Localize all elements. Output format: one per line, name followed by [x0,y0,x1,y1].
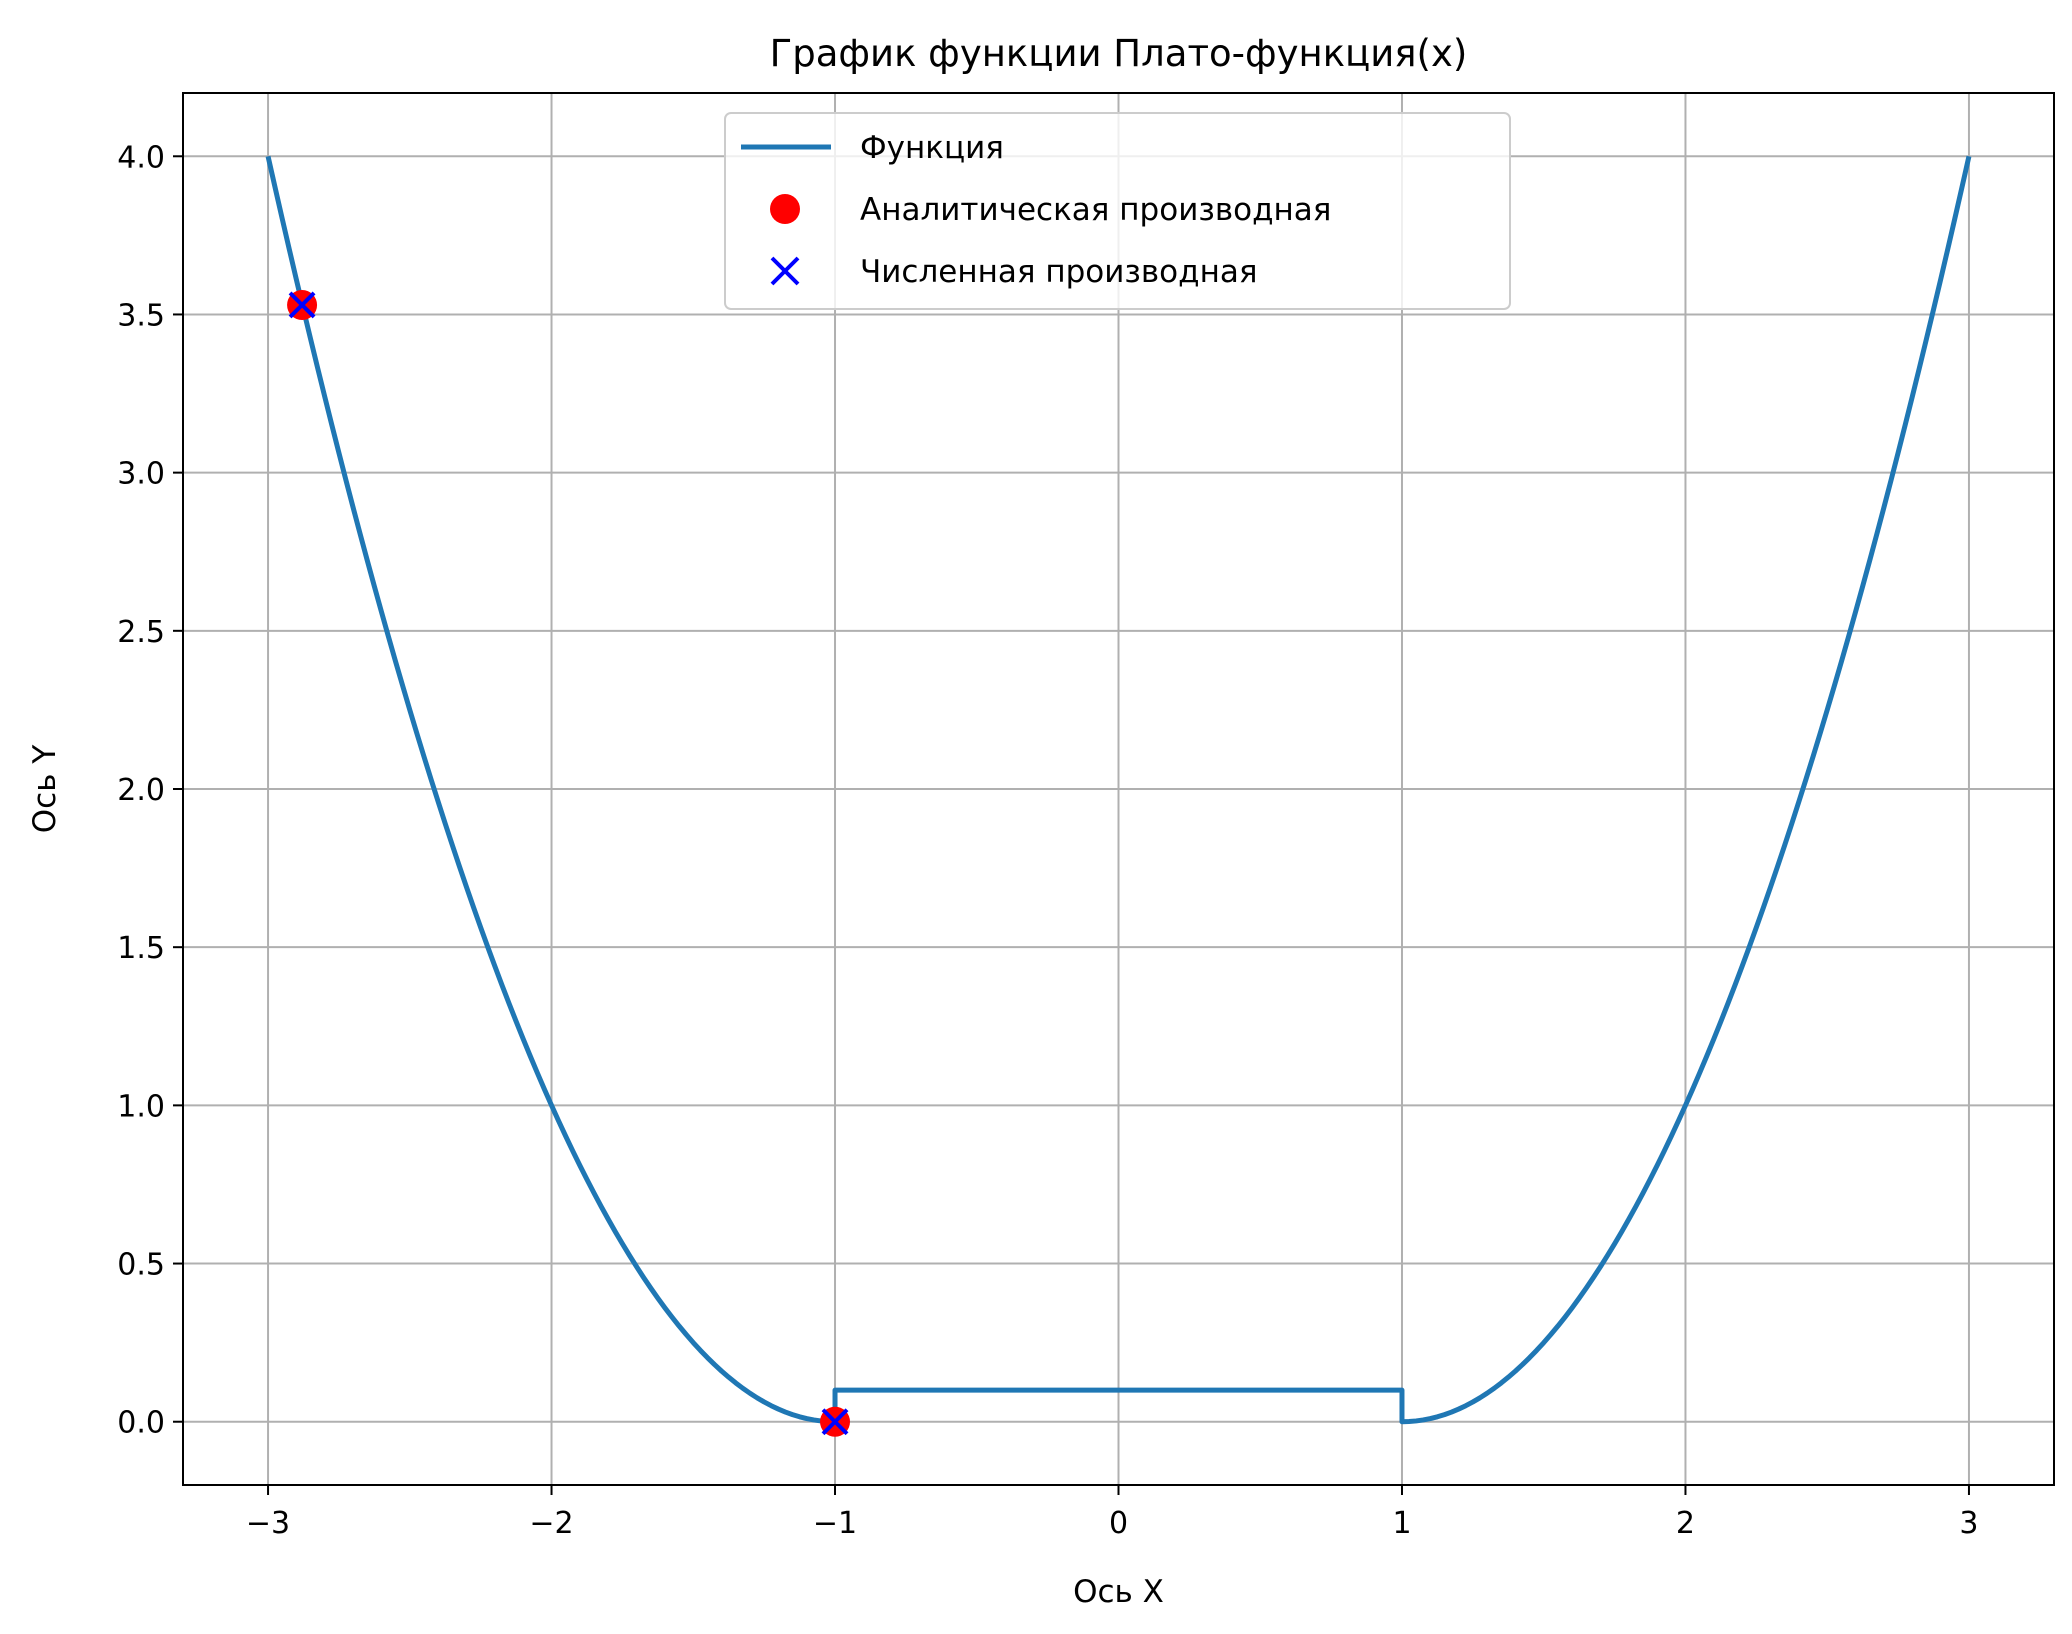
x-tick-label: 2 [1676,1506,1695,1541]
series-layer [265,155,1972,1437]
series-line-function [265,155,1972,1425]
y-tick-label: 2.0 [117,773,165,808]
legend-circle-swatch [770,194,800,224]
legend-x-swatch [770,256,800,286]
numeric-derivative-point [821,1408,849,1436]
chart-title: График функции Плато-функция(x) [770,32,1468,75]
x-axis-title: Ось X [1073,1574,1164,1610]
legend-label: Аналитическая производная [860,192,1331,228]
x-tick-label: −3 [246,1506,290,1541]
legend: Функция Аналитическая производная Численна… [724,112,1511,310]
y-tick-label: 4.0 [117,140,165,175]
grid [183,93,2054,1485]
x-tick-label: 0 [1109,1506,1128,1541]
x-tick-label: −1 [813,1506,857,1541]
y-axis-title: Ось Y [27,745,63,834]
legend-label: Численная производная [860,254,1258,290]
y-tick-label: 2.5 [117,615,165,650]
y-tick-label: 0.5 [117,1248,165,1283]
y-tick-label: 3.0 [117,457,165,492]
x-tick-label: 3 [1959,1506,1978,1541]
y-tick-label: 0.0 [117,1406,165,1441]
legend-label: Функция [860,130,1004,166]
x-tick-label: −2 [529,1506,573,1541]
y-tick-label: 1.5 [117,931,165,966]
legend-box [724,112,1511,310]
y-tick-label: 3.5 [117,298,165,333]
numeric-derivative-point [288,291,316,319]
ticks: −3 −2 −1 0 1 2 3 0.0 0.5 1.0 1.5 2.0 2.5 3.0 3.5 4.0 [117,140,1978,1541]
y-tick-label: 1.0 [117,1089,165,1124]
x-tick-label: 1 [1392,1506,1411,1541]
